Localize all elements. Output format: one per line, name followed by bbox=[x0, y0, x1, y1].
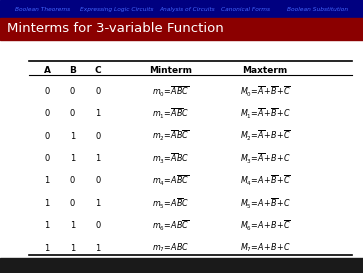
Text: $m_3\!=\!\overline{A}BC$: $m_3\!=\!\overline{A}BC$ bbox=[152, 151, 189, 166]
Text: C: C bbox=[95, 67, 101, 75]
Bar bbox=[0, 258, 363, 273]
Text: $m_5\!=\!A\overline{B}C$: $m_5\!=\!A\overline{B}C$ bbox=[152, 196, 189, 211]
Text: Boolean Theorems: Boolean Theorems bbox=[15, 7, 70, 11]
Text: 0: 0 bbox=[95, 221, 101, 230]
Text: 1: 1 bbox=[45, 177, 50, 185]
Text: $M_5\!=\!A\!+\!\overline{B}\!+\!C$: $M_5\!=\!A\!+\!\overline{B}\!+\!C$ bbox=[240, 196, 290, 211]
Text: 1: 1 bbox=[45, 221, 50, 230]
Text: 1: 1 bbox=[70, 244, 75, 253]
Text: 1: 1 bbox=[95, 154, 101, 163]
Text: 0: 0 bbox=[45, 87, 50, 96]
Text: $m_1\!=\!\overline{A}\overline{B}C$: $m_1\!=\!\overline{A}\overline{B}C$ bbox=[152, 106, 189, 121]
Text: Boolean Substitution: Boolean Substitution bbox=[287, 7, 348, 11]
Text: 0: 0 bbox=[45, 154, 50, 163]
Text: Canonical Forms: Canonical Forms bbox=[221, 7, 270, 11]
Text: $M_0\!=\!\overline{A}\!+\!\overline{B}\!+\!\overline{C}$: $M_0\!=\!\overline{A}\!+\!\overline{B}\!… bbox=[240, 84, 290, 99]
Text: $M_3\!=\!\overline{A}\!+\!B\!+\!C$: $M_3\!=\!\overline{A}\!+\!B\!+\!C$ bbox=[240, 151, 290, 166]
Text: $m_4\!=\!A\overline{B}\overline{C}$: $m_4\!=\!A\overline{B}\overline{C}$ bbox=[152, 174, 189, 188]
Text: 0: 0 bbox=[70, 199, 75, 208]
Text: 1: 1 bbox=[45, 244, 50, 253]
Text: 1: 1 bbox=[95, 109, 101, 118]
Text: B: B bbox=[69, 67, 76, 75]
Text: $M_7\!=\!A\!+\!B\!+\!C$: $M_7\!=\!A\!+\!B\!+\!C$ bbox=[240, 242, 290, 254]
Text: $M_6\!=\!A\!+\!B\!+\!\overline{C}$: $M_6\!=\!A\!+\!B\!+\!\overline{C}$ bbox=[240, 218, 290, 233]
Text: $m_7\!=\!ABC$: $m_7\!=\!ABC$ bbox=[152, 242, 189, 254]
Text: 0: 0 bbox=[70, 109, 75, 118]
Text: 1: 1 bbox=[95, 244, 101, 253]
Text: 0: 0 bbox=[95, 177, 101, 185]
Text: 0: 0 bbox=[70, 87, 75, 96]
Text: $m_6\!=\!AB\overline{C}$: $m_6\!=\!AB\overline{C}$ bbox=[152, 218, 189, 233]
Text: 1: 1 bbox=[70, 154, 75, 163]
Text: $m_0\!=\!\overline{A}\overline{B}\overline{C}$: $m_0\!=\!\overline{A}\overline{B}\overli… bbox=[152, 84, 189, 99]
Text: Maxterm: Maxterm bbox=[242, 67, 287, 75]
Text: $M_2\!=\!\overline{A}\!+\!B\!+\!\overline{C}$: $M_2\!=\!\overline{A}\!+\!B\!+\!\overlin… bbox=[240, 129, 290, 144]
Text: 0: 0 bbox=[45, 109, 50, 118]
Text: A: A bbox=[44, 67, 51, 75]
Text: 1: 1 bbox=[70, 221, 75, 230]
Text: 1: 1 bbox=[95, 199, 101, 208]
Bar bbox=[0, 0, 363, 18]
Text: $m_2\!=\!\overline{A}B\overline{C}$: $m_2\!=\!\overline{A}B\overline{C}$ bbox=[152, 129, 189, 144]
Text: 1: 1 bbox=[70, 132, 75, 141]
Text: 0: 0 bbox=[45, 132, 50, 141]
Text: 0: 0 bbox=[70, 177, 75, 185]
Text: Expressing Logic Circuits: Expressing Logic Circuits bbox=[80, 7, 153, 11]
Bar bbox=[0, 18, 363, 40]
Text: $M_4\!=\!A\!+\!\overline{B}\!+\!\overline{C}$: $M_4\!=\!A\!+\!\overline{B}\!+\!\overlin… bbox=[240, 174, 290, 188]
Text: $M_1\!=\!\overline{A}\!+\!\overline{B}\!+\!C$: $M_1\!=\!\overline{A}\!+\!\overline{B}\!… bbox=[240, 106, 290, 121]
Text: Minterms for 3-variable Function: Minterms for 3-variable Function bbox=[7, 22, 224, 35]
Text: 0: 0 bbox=[95, 87, 101, 96]
Text: Minterm: Minterm bbox=[149, 67, 192, 75]
Text: Analysis of Circuits: Analysis of Circuits bbox=[160, 7, 215, 11]
Text: 0: 0 bbox=[95, 132, 101, 141]
Text: 1: 1 bbox=[45, 199, 50, 208]
